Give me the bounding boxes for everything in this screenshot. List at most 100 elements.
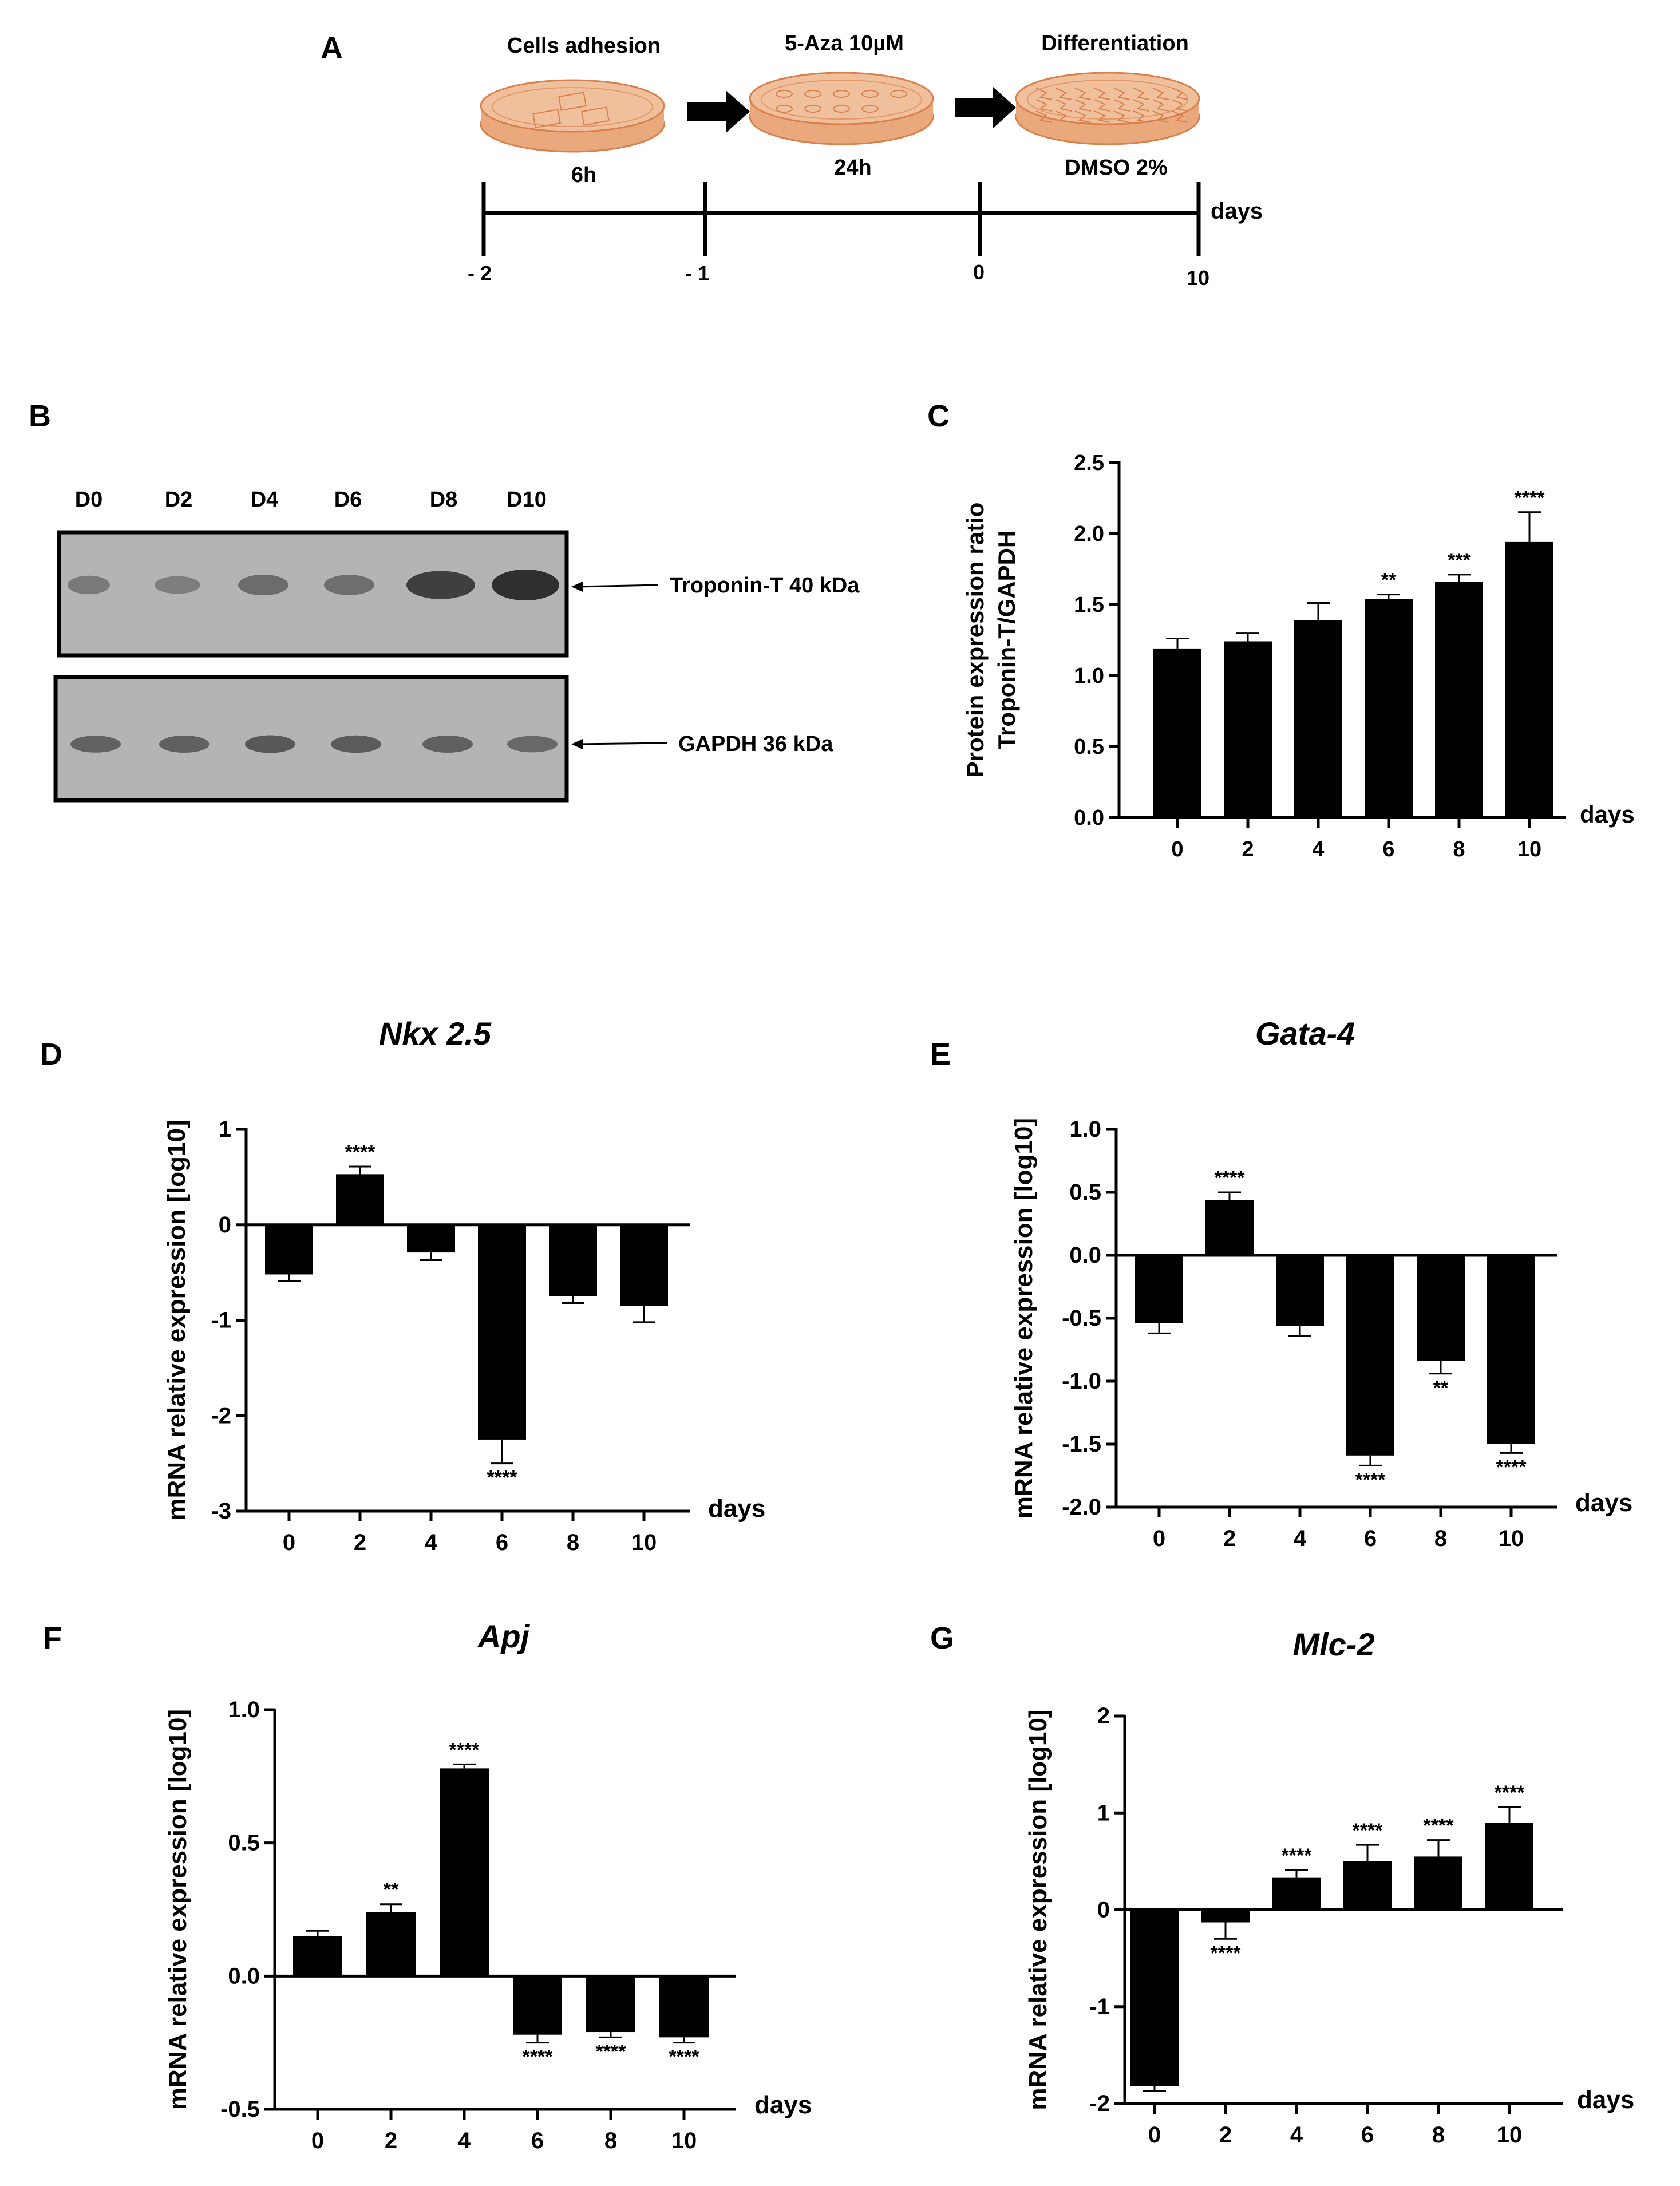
gapdh-band xyxy=(159,736,209,753)
y-tick-label: -1.0 xyxy=(1062,1369,1101,1394)
significance-mark: ** xyxy=(384,1879,399,1901)
cell-icon xyxy=(558,92,587,111)
x-tick-label: 4 xyxy=(1312,837,1324,861)
y-tick-label: -1.5 xyxy=(1062,1432,1101,1457)
bar xyxy=(1272,1877,1321,1910)
x-axis-label: days xyxy=(1575,1489,1632,1517)
fiber-icon xyxy=(1113,88,1130,100)
y-tick-label: -2.0 xyxy=(1062,1495,1101,1520)
y-tick-label: -0.5 xyxy=(220,2097,260,2122)
y-tick-label: -3 xyxy=(211,1499,231,1524)
duration-adhesion: 6h xyxy=(571,163,596,187)
bar xyxy=(1135,1255,1183,1323)
panel-letter-d: D xyxy=(40,1037,62,1072)
y-tick-label: 0.0 xyxy=(1069,1243,1101,1268)
troponin-band xyxy=(68,575,110,595)
step-label-aza: 5-Aza 10µM xyxy=(785,31,904,56)
bar xyxy=(549,1224,597,1296)
gapdh-band xyxy=(70,736,121,753)
troponin-band xyxy=(324,575,374,595)
significance-mark: **** xyxy=(1515,487,1545,509)
x-tick-label: 6 xyxy=(1361,2122,1374,2148)
troponin-band xyxy=(492,569,559,601)
x-tick-label: 10 xyxy=(671,2128,697,2153)
fiber-icon xyxy=(1113,99,1130,112)
x-tick-label: 2 xyxy=(385,2128,397,2153)
gapdh-band xyxy=(507,736,558,753)
arrow-left-icon xyxy=(571,739,583,749)
fiber-icon xyxy=(1113,110,1130,123)
dish-differentiation xyxy=(1015,72,1200,145)
panel-letter-e: E xyxy=(930,1037,951,1072)
dish-medium xyxy=(761,80,922,120)
bar xyxy=(1485,1823,1533,1910)
cell-icon xyxy=(776,105,793,113)
gapdh-band xyxy=(245,735,295,753)
bar xyxy=(1505,541,1553,817)
fiber-icon xyxy=(1074,88,1092,100)
bar xyxy=(1224,641,1272,817)
significance-mark: **** xyxy=(1424,1815,1454,1837)
y-tick-label: 0.5 xyxy=(1074,735,1104,759)
x-tick-label: 2 xyxy=(1223,1526,1236,1551)
fiber-icon xyxy=(1035,88,1053,100)
y-tick-label: 0.0 xyxy=(228,1963,260,1989)
timeline-unit: days xyxy=(1211,199,1263,224)
y-tick-label: -1 xyxy=(211,1308,231,1333)
fiber-icon xyxy=(1035,110,1053,123)
significance-mark: **** xyxy=(1282,1845,1313,1867)
bar xyxy=(1365,599,1413,817)
chart-title: Gata-4 xyxy=(1255,1015,1355,1052)
cell-icon xyxy=(833,90,850,98)
cell-icon xyxy=(861,90,879,98)
y-tick-label: 0 xyxy=(219,1212,231,1238)
y-axis-label: mRNA relative expression [log10] xyxy=(1010,1118,1038,1519)
y-axis-label: mRNA relative expression [log10] xyxy=(164,1709,192,2110)
significance-mark: **** xyxy=(1496,1456,1527,1478)
y-tick-label: -0.5 xyxy=(1062,1306,1101,1331)
x-tick-label: 2 xyxy=(1242,837,1254,861)
chart-title: Mlc-2 xyxy=(1292,1626,1374,1662)
dish-rim xyxy=(749,72,934,125)
fiber-icon xyxy=(1074,99,1092,112)
x-tick-label: 4 xyxy=(1294,1526,1307,1551)
y-tick-label: 2.0 xyxy=(1074,522,1104,546)
timeline-label: - 2 xyxy=(468,262,492,285)
bar xyxy=(513,1976,562,2035)
timeline-label: - 1 xyxy=(685,262,709,285)
y-tick-label: 2.5 xyxy=(1074,451,1104,475)
bar xyxy=(1294,620,1342,817)
significance-mark: ** xyxy=(1381,570,1397,591)
bar xyxy=(293,1936,342,1977)
bar xyxy=(659,1976,709,2038)
significance-mark: **** xyxy=(487,1467,518,1489)
bar xyxy=(1343,1861,1392,1910)
chart-mlc2: -2 -1 0 1 2 0 **** 2 **** 4 **** 6 **** 8 **** 10 days mR… xyxy=(1024,1626,1634,2148)
bar xyxy=(620,1224,668,1306)
fiber-icon xyxy=(1094,99,1111,112)
x-tick-label: 8 xyxy=(567,1530,579,1555)
dish-aza xyxy=(749,72,934,145)
fiber-icon xyxy=(1133,99,1150,112)
significance-mark: ** xyxy=(1433,1377,1449,1399)
bar xyxy=(1205,1200,1254,1255)
x-tick-label: 10 xyxy=(1517,837,1541,861)
cell-icon xyxy=(833,105,850,113)
y-tick-label: 0 xyxy=(1097,1898,1110,1923)
bar xyxy=(1417,1255,1465,1361)
significance-mark: **** xyxy=(669,2046,700,2068)
y-tick-label: 1.0 xyxy=(228,1697,260,1722)
lane-label: D8 xyxy=(430,488,458,512)
step-label-adhesion: Cells adhesion xyxy=(507,34,661,58)
significance-mark: *** xyxy=(1448,550,1471,571)
x-tick-label: 2 xyxy=(1219,2122,1232,2148)
dish-medium xyxy=(492,87,653,127)
y-tick-label: 1 xyxy=(1097,1800,1110,1825)
x-tick-label: 0 xyxy=(1153,1526,1165,1551)
x-tick-label: 0 xyxy=(311,2128,324,2153)
chart-title: Apj xyxy=(477,1618,531,1654)
x-tick-label: 8 xyxy=(1453,837,1465,861)
bar xyxy=(478,1224,526,1440)
troponin-band xyxy=(155,576,200,594)
